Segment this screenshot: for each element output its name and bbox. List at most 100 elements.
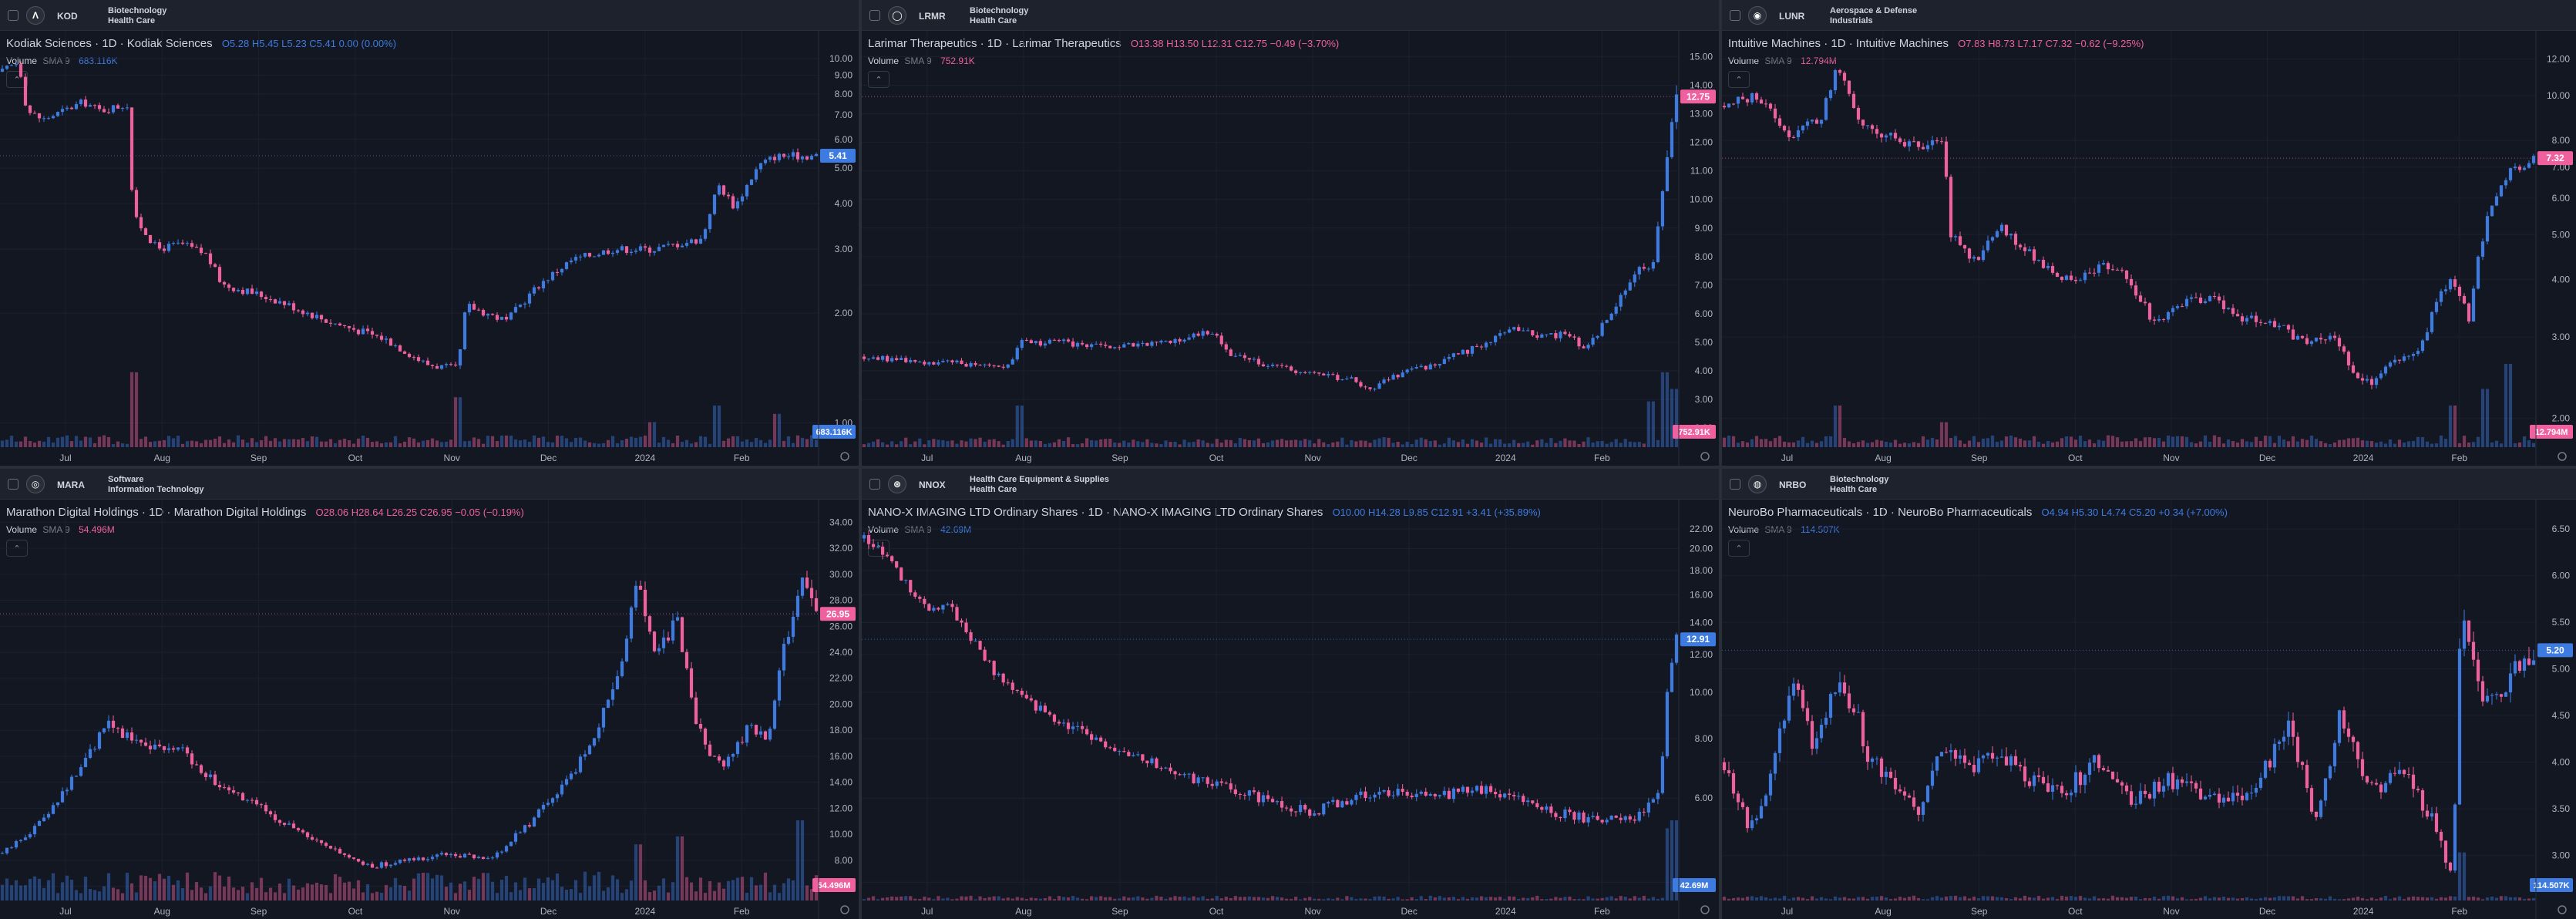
chart-panel-lrmr[interactable]: ◯ LRMR Biotechnology Health Care Larimar… xyxy=(862,0,1719,466)
candle-body xyxy=(338,849,342,853)
panel-header: ⊛ NNOX Health Care Equipment & Supplies … xyxy=(862,469,1719,500)
volume-legend[interactable]: Volume SMA 9 54.496M xyxy=(6,524,115,535)
chart-panel-lunr[interactable]: ◉ LUNR Aerospace & Defense Industrials I… xyxy=(1722,0,2576,466)
chart-panel-mara[interactable]: ◎ MARA Software Information Technology M… xyxy=(0,469,859,919)
candle-body xyxy=(1879,758,1884,777)
x-tick-label: Aug xyxy=(1015,906,1031,917)
volume-bar xyxy=(1465,898,1470,900)
candle-body xyxy=(1819,120,1824,124)
candle-body xyxy=(1090,734,1094,740)
chart-panel-nnox[interactable]: ⊛ NNOX Health Care Equipment & Supplies … xyxy=(862,469,1719,919)
symbol-legend[interactable]: Larimar Therapeutics · 1D · Larimar Ther… xyxy=(868,37,1339,50)
candle-body xyxy=(1540,334,1544,338)
candle-body xyxy=(2374,783,2379,785)
candle-body xyxy=(1122,751,1126,752)
volume-legend[interactable]: Volume SMA 9 683.116K xyxy=(6,56,118,66)
volume-bar xyxy=(2009,898,2013,900)
candle-body xyxy=(629,251,634,254)
chart-panel-kod[interactable]: Λ KOD Biotechnology Health Care Kodiak S… xyxy=(0,0,859,466)
chart-settings-gear-icon[interactable] xyxy=(1700,905,1710,914)
chart-settings-gear-icon[interactable] xyxy=(840,452,849,461)
candle-body xyxy=(2166,773,2171,786)
select-checkbox[interactable] xyxy=(8,10,18,21)
volume-bar xyxy=(1902,443,1907,447)
candlestick-chart[interactable]: 34.0032.0030.0028.0026.0024.0022.0020.00… xyxy=(0,500,859,919)
x-tick-label: Oct xyxy=(2068,906,2083,917)
x-tick-label: Aug xyxy=(1875,906,1891,917)
symbol-legend[interactable]: Marathon Digital Holdings · 1D · Maratho… xyxy=(6,506,524,519)
symbol-legend[interactable]: NeuroBo Pharmaceuticals · 1D · NeuroBo P… xyxy=(1728,506,2228,519)
select-checkbox[interactable] xyxy=(869,479,880,490)
collapse-legend-button[interactable]: ⌃ xyxy=(1728,540,1750,557)
volume-bar xyxy=(83,436,88,447)
chart-settings-gear-icon[interactable] xyxy=(840,905,849,914)
candle-body xyxy=(1568,810,1572,813)
collapse-legend-button[interactable]: ⌃ xyxy=(6,71,28,88)
volume-bar xyxy=(2319,441,2323,447)
volume-bar xyxy=(1596,441,1599,447)
volume-bar xyxy=(1382,897,1386,900)
symbol-legend[interactable]: Kodiak Sciences · 1D · Kodiak Sciences O… xyxy=(6,37,396,50)
candle-body xyxy=(1155,758,1159,769)
candle-body xyxy=(97,105,102,109)
panel-divider[interactable] xyxy=(1719,0,1722,919)
candle-body xyxy=(758,163,763,170)
select-checkbox[interactable] xyxy=(8,479,18,490)
candlestick-chart[interactable]: 22.0020.0018.0016.0014.0012.0010.008.006… xyxy=(862,500,1719,919)
volume-bar xyxy=(1182,896,1186,900)
volume-bar xyxy=(1350,439,1354,447)
candle-body xyxy=(1944,141,1949,177)
chart-settings-gear-icon[interactable] xyxy=(1700,452,1710,461)
last-price-value: 26.95 xyxy=(826,608,849,619)
candlestick-chart[interactable]: 10.009.008.007.006.005.004.003.002.001.0… xyxy=(0,31,859,466)
ticker-symbol[interactable]: NRBO xyxy=(1779,480,1807,490)
symbol-legend[interactable]: NANO-X IMAGING LTD Ordinary Shares · 1D … xyxy=(868,506,1541,519)
volume-bar xyxy=(745,439,749,447)
candlestick-chart[interactable]: 12.0010.008.007.006.005.004.003.002.00Ju… xyxy=(1722,31,2576,466)
volume-bar xyxy=(555,874,560,900)
chart-settings-gear-icon[interactable] xyxy=(2558,905,2567,914)
volume-bar xyxy=(661,436,666,447)
volume-bar xyxy=(1085,899,1089,900)
select-checkbox[interactable] xyxy=(869,10,880,21)
candle-body xyxy=(324,843,328,847)
ticker-symbol[interactable]: KOD xyxy=(57,11,78,22)
volume-bar xyxy=(1410,897,1414,900)
ticker-symbol[interactable]: LUNR xyxy=(1779,11,1805,22)
candle-body xyxy=(190,753,194,765)
chart-panel-nrbo[interactable]: ◍ NRBO Biotechnology Health Care NeuroBo… xyxy=(1722,469,2576,919)
ticker-symbol[interactable]: LRMR xyxy=(919,11,946,22)
volume-bar xyxy=(1517,443,1521,447)
select-checkbox[interactable] xyxy=(1730,479,1740,490)
volume-bar xyxy=(1777,898,1782,900)
ticker-symbol[interactable]: NNOX xyxy=(919,480,946,490)
volume-legend[interactable]: Volume SMA 9 752.91K xyxy=(868,56,975,66)
panel-divider[interactable] xyxy=(0,466,2576,469)
volume-bar xyxy=(1145,898,1149,900)
ticker-symbol[interactable]: MARA xyxy=(57,480,85,490)
candle-body xyxy=(964,363,968,367)
volume-bar xyxy=(2180,436,2184,447)
symbol-legend[interactable]: Intuitive Machines · 1D · Intuitive Mach… xyxy=(1728,37,2144,50)
volume-bar xyxy=(2485,389,2490,447)
candle-body xyxy=(2379,373,2383,379)
candle-body xyxy=(351,857,356,859)
collapse-legend-button[interactable]: ⌃ xyxy=(1728,71,1750,88)
volume-bar xyxy=(2365,440,2369,447)
volume-legend[interactable]: Volume SMA 9 42.69M xyxy=(868,524,971,535)
chart-settings-gear-icon[interactable] xyxy=(2558,452,2567,461)
select-checkbox[interactable] xyxy=(1730,10,1740,21)
candlestick-chart[interactable]: 15.0014.0013.0012.0011.0010.009.008.007.… xyxy=(862,31,1719,466)
panel-divider[interactable] xyxy=(859,0,862,919)
volume-bar xyxy=(1136,441,1140,447)
volume-bar xyxy=(2332,442,2337,447)
volume-bar xyxy=(1819,441,1824,447)
candle-body xyxy=(1470,345,1475,354)
x-tick-label: Jul xyxy=(921,906,933,917)
volume-legend[interactable]: Volume SMA 9 114.507K xyxy=(1728,524,1840,535)
collapse-legend-button[interactable]: ⌃ xyxy=(868,71,889,88)
volume-legend[interactable]: Volume SMA 9 12.794M xyxy=(1728,56,1837,66)
volume-bar xyxy=(1535,440,1539,447)
symbol-name: Intuitive Machines · 1D · Intuitive Mach… xyxy=(1728,37,1949,50)
